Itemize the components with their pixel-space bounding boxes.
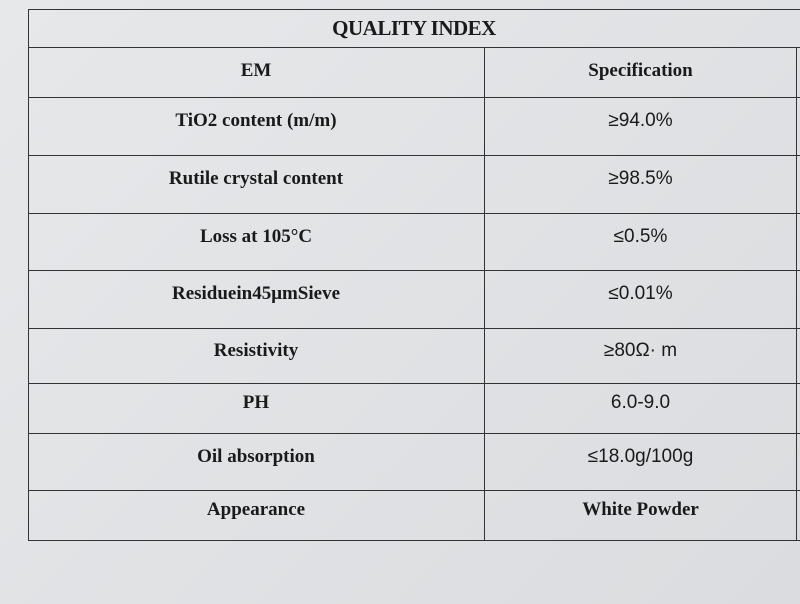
spec-cell: 6.0-9.0 <box>610 392 671 413</box>
row-border <box>28 97 800 98</box>
table-border <box>28 9 800 10</box>
item-cell: Residuein45μmSieve <box>171 283 341 304</box>
spec-cell: ≤18.0g/100g <box>587 445 694 467</box>
item-cell: Appearance <box>206 499 306 520</box>
row-border <box>28 213 800 214</box>
header-cell: Specification <box>588 59 693 81</box>
row-border <box>28 328 800 329</box>
row-border <box>28 383 800 384</box>
table-title: QUALITY INDEX <box>332 16 496 40</box>
item-cell: Rutile crystal content <box>168 168 344 189</box>
item-cell: Loss at 105°C <box>199 225 313 247</box>
column-border <box>796 47 797 540</box>
item-cell: Resistivity <box>213 339 299 361</box>
spec-cell: ≥94.0% <box>608 110 673 131</box>
spec-cell: ≥80Ω· m <box>603 339 678 361</box>
spec-cell: ≥98.5% <box>608 168 673 189</box>
table-border <box>28 9 29 540</box>
spec-cell: ≤0.5% <box>613 225 668 247</box>
row-border <box>28 155 800 156</box>
item-cell: TiO2 content (m/m) <box>175 110 337 131</box>
row-border <box>28 47 800 48</box>
item-cell: PH <box>242 392 270 413</box>
column-border <box>484 47 485 540</box>
row-border <box>28 270 800 271</box>
row-border <box>28 540 800 541</box>
row-border <box>28 433 800 434</box>
spec-cell: ≤0.01% <box>608 283 673 304</box>
spec-cell: White Powder <box>582 499 699 520</box>
header-cell: EM <box>240 59 272 81</box>
row-border <box>28 490 800 491</box>
item-cell: Oil absorption <box>197 445 315 467</box>
